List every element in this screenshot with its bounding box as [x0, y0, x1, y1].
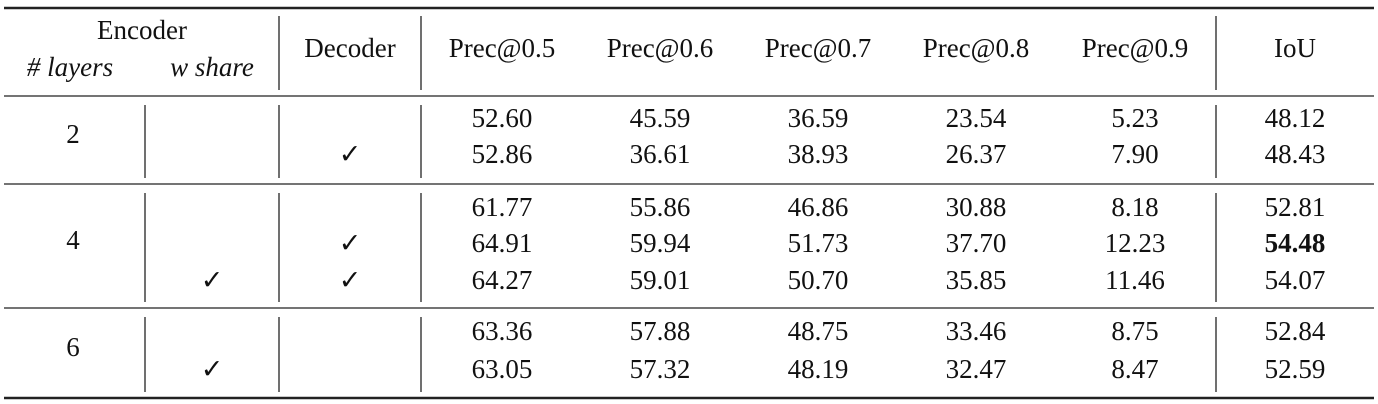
- metric-cell: 36.59: [788, 103, 849, 133]
- metric-cell: 57.32: [630, 354, 691, 384]
- metric-cell: 51.73: [788, 228, 849, 258]
- metric-cell: 48.19: [788, 354, 849, 384]
- metric-cell: 45.59: [630, 103, 691, 133]
- decoder-check: ✓: [339, 139, 362, 169]
- metric-cell: 5.23: [1111, 103, 1158, 133]
- metric-cell: 8.18: [1111, 192, 1158, 222]
- w-share-check: ✓: [201, 265, 224, 295]
- metric-cell: 37.70: [946, 228, 1007, 258]
- metric-cell: 11.46: [1105, 265, 1165, 295]
- metric-cell: 52.60: [472, 103, 533, 133]
- decoder-header: Decoder: [304, 33, 395, 63]
- metric-cell: 35.85: [946, 265, 1007, 295]
- metric-cell: 7.90: [1111, 139, 1158, 169]
- metric-cell: 8.47: [1111, 354, 1158, 384]
- metric-header: Prec@0.6: [607, 33, 714, 63]
- metric-cell: 59.01: [630, 265, 691, 295]
- metric-cell: 12.23: [1105, 228, 1166, 258]
- w-share-check: ✓: [201, 354, 224, 384]
- layers-cell: 4: [66, 225, 80, 255]
- metric-cell: 8.75: [1111, 316, 1158, 346]
- encoder-header: Encoder: [97, 15, 187, 45]
- metric-cell: 32.47: [946, 354, 1007, 384]
- metric-cell: 38.93: [788, 139, 849, 169]
- metric-cell: 23.54: [946, 103, 1007, 133]
- metric-cell: 33.46: [946, 316, 1007, 346]
- layers-cell: 6: [66, 332, 80, 362]
- metric-header: Prec@0.7: [765, 33, 872, 63]
- metric-cell: 63.05: [472, 354, 533, 384]
- metric-cell: 48.12: [1265, 103, 1326, 133]
- metric-cell: 54.07: [1265, 265, 1326, 295]
- metric-cell: 52.84: [1265, 316, 1326, 346]
- w-share-header: w share: [170, 52, 254, 82]
- metric-cell: 26.37: [946, 139, 1007, 169]
- metric-cell: 52.86: [472, 139, 533, 169]
- metric-cell: 52.81: [1265, 192, 1326, 222]
- decoder-check: ✓: [339, 265, 362, 295]
- metric-cell: 57.88: [630, 316, 691, 346]
- metric-cell: 63.36: [472, 316, 533, 346]
- metric-cell: 52.59: [1265, 354, 1326, 384]
- metric-cell: 36.61: [630, 139, 691, 169]
- metric-cell: 48.43: [1265, 139, 1326, 169]
- metric-cell: 64.91: [472, 228, 533, 258]
- metric-cell: 64.27: [472, 265, 533, 295]
- metric-cell: 48.75: [788, 316, 849, 346]
- metric-cell: 61.77: [472, 192, 533, 222]
- layers-header: # layers: [27, 52, 113, 82]
- metric-cell: 46.86: [788, 192, 849, 222]
- decoder-check: ✓: [339, 228, 362, 258]
- layers-cell: 2: [66, 119, 80, 149]
- metric-cell: 55.86: [630, 192, 691, 222]
- metric-cell: 59.94: [630, 228, 691, 258]
- metric-cell: 30.88: [946, 192, 1007, 222]
- metric-header: Prec@0.9: [1082, 33, 1189, 63]
- metric-header: Prec@0.8: [923, 33, 1030, 63]
- metric-cell: 54.48: [1265, 228, 1326, 258]
- metric-header: IoU: [1274, 33, 1316, 63]
- metric-cell: 50.70: [788, 265, 849, 295]
- metric-header: Prec@0.5: [449, 33, 556, 63]
